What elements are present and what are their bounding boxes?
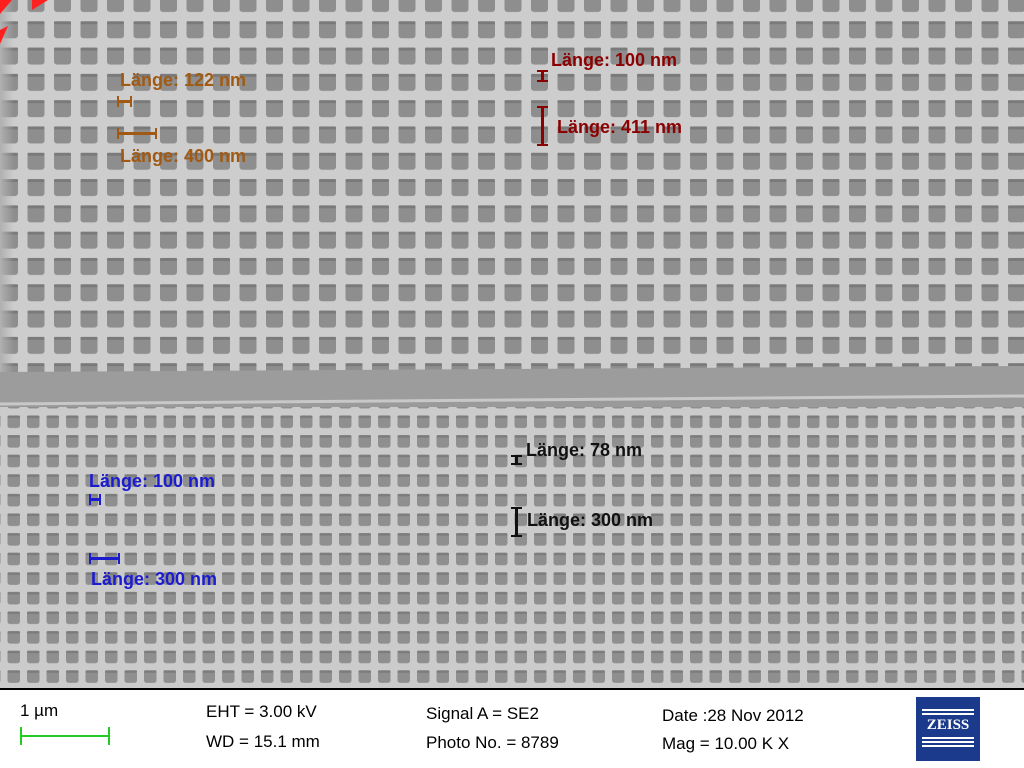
measurement-label: Länge: 400 nm [120, 146, 247, 166]
measurement-label: Länge: 100 nm [89, 471, 216, 491]
measurement-label: Länge: 300 nm [91, 569, 218, 589]
measurement-label: Länge: 122 nm [120, 70, 247, 90]
black-measure-bar-short [515, 455, 518, 465]
brown-measure-bar-long [117, 132, 157, 135]
zeiss-logo-icon: ZEISS [916, 697, 980, 761]
corner-marker-icon [0, 0, 12, 14]
sem-image: Länge: 122 nm Länge: 400 nm Länge: 100 n… [0, 0, 1024, 688]
info-panel [0, 688, 1024, 768]
lower-lattice-region [0, 407, 1024, 688]
date-value: Date :28 Nov 2012 [662, 706, 804, 725]
measurement-label: Länge: 300 nm [527, 510, 654, 530]
mag-value: Mag = 10.00 K X [662, 734, 790, 753]
sem-lattice [0, 0, 1024, 688]
eht-value: EHT = 3.00 kV [206, 702, 317, 721]
measurement-label: Länge: 411 nm [557, 117, 683, 137]
measurement-label: Länge: 100 nm [551, 50, 678, 70]
trench [0, 366, 1024, 404]
red-measure-bar-short [541, 70, 544, 82]
signal-value: Signal A = SE2 [426, 704, 539, 723]
upper-lattice-region [0, 0, 1024, 372]
red-measure-bar-long [541, 106, 544, 146]
measurement-label: Länge: 78 nm [526, 440, 643, 460]
wd-value: WD = 15.1 mm [206, 732, 320, 751]
brown-measure-bar-short [117, 100, 132, 103]
logo-text: ZEISS [926, 717, 970, 733]
scale-bar [20, 727, 110, 745]
scale-label: 1 µm [20, 701, 59, 720]
black-measure-bar-long [515, 507, 518, 537]
blue-measure-bar-short [89, 498, 101, 501]
photo-number: Photo No. = 8789 [426, 733, 559, 752]
blue-measure-bar-long [89, 557, 120, 560]
